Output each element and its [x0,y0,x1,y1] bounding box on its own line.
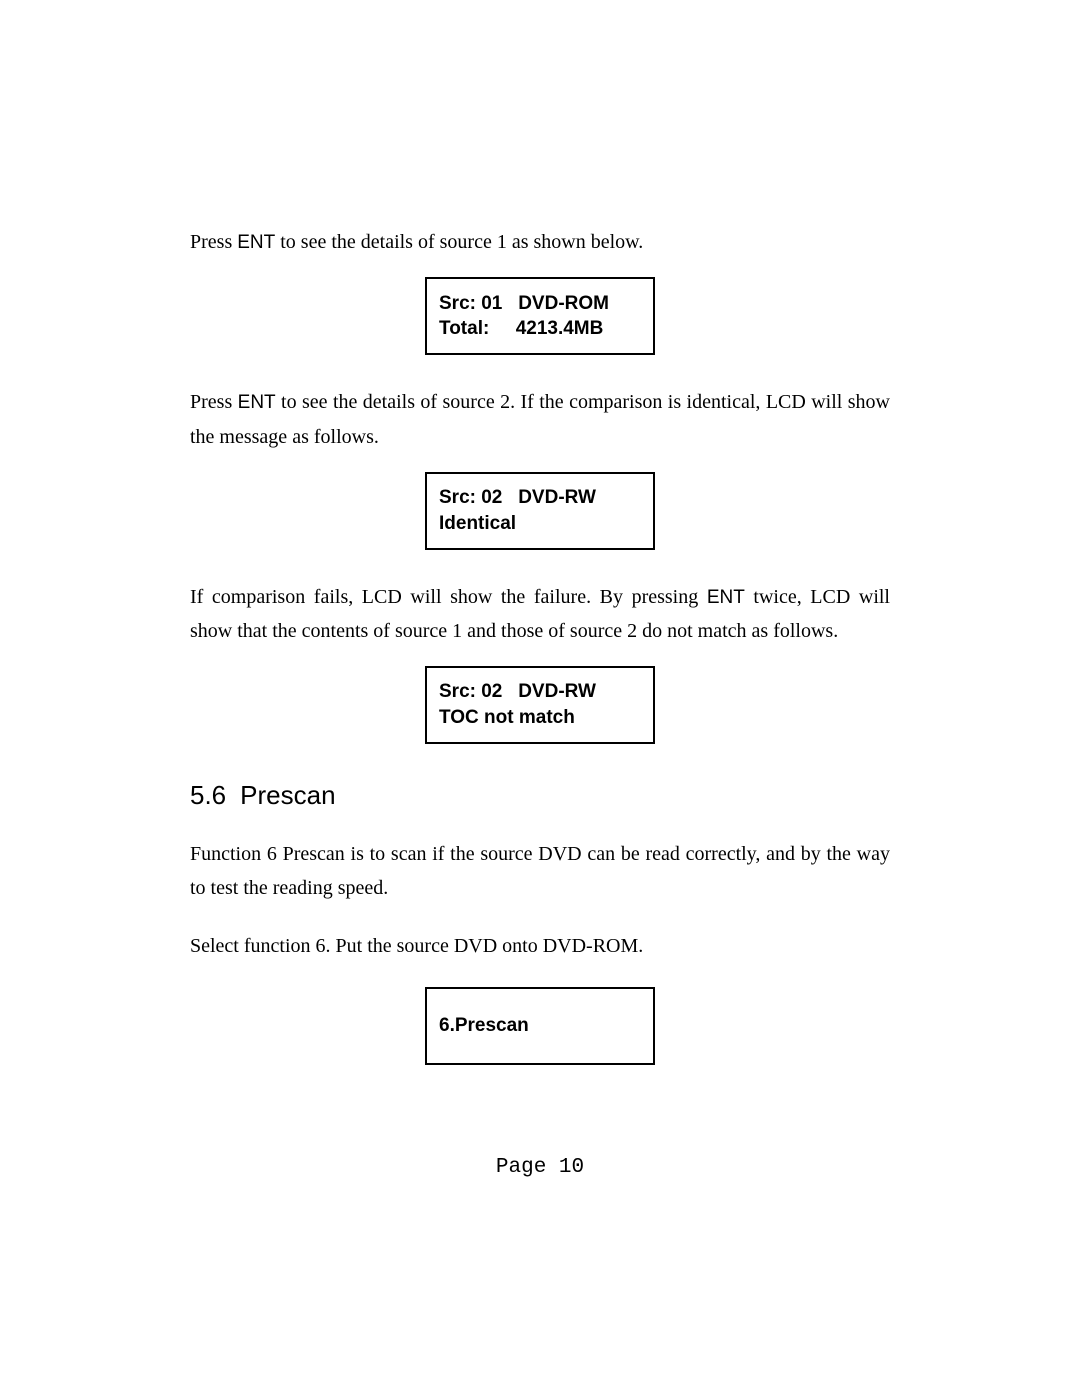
lcd3-line1: Src: 02 DVD-RW [439,679,641,705]
paragraph-3: If comparison fails, LCD will show the f… [190,580,890,648]
para1-post: to see the details of source 1 as shown … [275,231,643,253]
lcd1-line1: Src: 01 DVD-ROM [439,291,641,317]
section-number: 5.6 [190,780,226,810]
para2-pre: Press [190,391,238,413]
lcd1-line2: Total: 4213.4MB [439,316,641,342]
paragraph-1: Press ENT to see the details of source 1… [190,225,890,259]
section-title: Prescan [240,780,335,810]
ent-key-3: ENT [707,587,745,608]
page-content: Press ENT to see the details of source 1… [0,0,1080,1065]
lcd-display-4: 6.Prescan [425,987,655,1065]
para3-pre: If comparison fails, LCD will show the f… [190,586,707,608]
section-heading: 5.6 Prescan [190,780,890,811]
para1-pre: Press [190,231,237,253]
paragraph-2: Press ENT to see the details of source 2… [190,385,890,453]
lcd4-line1: 6.Prescan [439,1013,641,1039]
lcd2-line1: Src: 02 DVD-RW [439,485,641,511]
lcd-display-3: Src: 02 DVD-RW TOC not match [425,666,655,744]
lcd-display-2: Src: 02 DVD-RW Identical [425,472,655,550]
paragraph-4: Function 6 Prescan is to scan if the sou… [190,837,890,905]
page-number: Page 10 [0,1156,1080,1179]
lcd2-line2: Identical [439,511,641,537]
para2-post: to see the details of source 2. If the c… [190,391,890,447]
paragraph-5: Select function 6. Put the source DVD on… [190,929,890,963]
lcd-display-1: Src: 01 DVD-ROM Total: 4213.4MB [425,277,655,355]
ent-key-1: ENT [237,232,275,253]
ent-key-2: ENT [238,392,276,413]
lcd3-line2: TOC not match [439,705,641,731]
